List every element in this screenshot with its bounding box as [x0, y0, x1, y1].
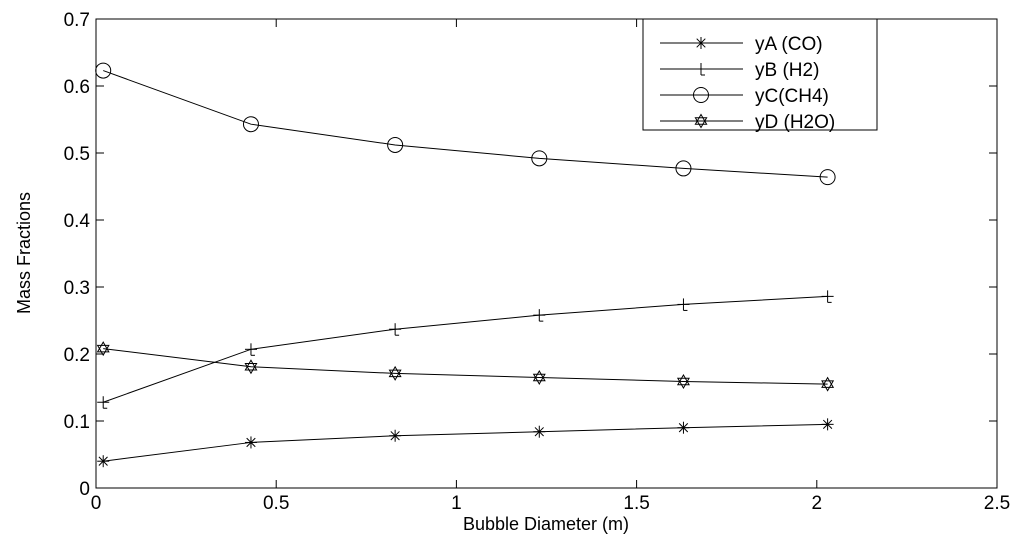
data-point-asterisk-marker	[695, 37, 707, 49]
x-tick-label: 2	[812, 493, 823, 514]
series-0	[97, 418, 834, 468]
data-point-star-marker	[244, 359, 258, 375]
data-point-star-marker	[388, 365, 402, 381]
legend-label: yB (H2)	[755, 60, 819, 81]
data-point-circle-marker	[819, 169, 836, 186]
series-2	[95, 62, 836, 186]
data-point-star-marker	[532, 369, 546, 385]
data-point-circle-marker	[531, 150, 548, 167]
y-tick-label: 0.3	[64, 278, 90, 299]
legend: yA (CO) yB (H2) yC(CH4) yD (H2O)	[642, 18, 878, 133]
data-point-plus-serif-marker	[389, 323, 402, 336]
legend-box	[642, 18, 878, 131]
data-point-asterisk-marker	[244, 436, 257, 449]
data-point-asterisk-marker	[821, 418, 834, 431]
data-point-plus-serif-marker	[695, 63, 707, 76]
y-tick-label: 0	[79, 479, 90, 500]
x-axis-label: Bubble Diameter (m)	[463, 514, 629, 534]
x-tick-label: 1.5	[623, 493, 649, 514]
series-3	[96, 341, 835, 392]
data-point-plus-serif-marker	[97, 396, 110, 409]
y-tick-label: 0.4	[64, 211, 91, 232]
x-tick-labels: 0 0.5 1 1.5 2 2.5	[91, 493, 1011, 514]
data-point-asterisk-marker	[677, 421, 690, 434]
data-point-asterisk-marker	[533, 425, 546, 438]
series-layer	[95, 62, 836, 468]
data-point-star-marker	[96, 341, 110, 357]
data-point-asterisk-marker	[389, 429, 402, 442]
y-tick-labels: 0 0.1 0.2 0.3 0.4 0.5 0.6 0.7	[64, 10, 91, 500]
series-line	[103, 348, 828, 385]
series-line	[103, 70, 828, 178]
data-point-plus-serif-marker	[533, 309, 546, 322]
data-point-star-marker	[676, 373, 690, 389]
legend-label: yA (CO)	[755, 34, 823, 55]
legend-item: yD (H2O)	[660, 112, 835, 133]
y-tick-label: 0.1	[64, 412, 90, 433]
legend-label: yD (H2O)	[755, 112, 835, 133]
legend-items: yA (CO) yB (H2) yC(CH4) yD (H2O)	[660, 34, 835, 133]
data-point-plus-serif-marker	[244, 343, 257, 356]
data-point-circle-marker	[693, 87, 709, 103]
y-tick-label: 0.2	[64, 345, 90, 366]
data-point-circle-marker	[675, 160, 692, 177]
y-tick-label: 0.7	[64, 10, 90, 31]
y-tick-label: 0.5	[64, 144, 90, 165]
legend-item: yA (CO)	[660, 34, 823, 55]
series-line	[103, 423, 828, 462]
data-point-asterisk-marker	[97, 455, 110, 468]
data-point-star-marker	[694, 113, 708, 129]
legend-label: yC(CH4)	[755, 86, 829, 107]
legend-item: yB (H2)	[660, 60, 819, 81]
series-1	[97, 290, 834, 409]
data-point-plus-serif-marker	[821, 290, 834, 303]
plot-area-frame	[95, 18, 998, 489]
data-point-plus-serif-marker	[677, 298, 690, 311]
data-point-star-marker	[821, 376, 835, 392]
legend-item: yC(CH4)	[660, 86, 829, 107]
x-tick-label: 0	[91, 493, 102, 514]
x-tick-label: 2.5	[984, 493, 1010, 514]
y-tick-label: 0.6	[64, 77, 90, 98]
data-point-circle-marker	[242, 116, 259, 133]
y-axis-label: Mass Fractions	[14, 192, 34, 314]
data-point-circle-marker	[95, 62, 112, 79]
data-point-circle-marker	[387, 136, 404, 153]
series-line	[103, 295, 828, 403]
x-tick-label: 0.5	[263, 493, 289, 514]
x-tick-label: 1	[451, 493, 462, 514]
